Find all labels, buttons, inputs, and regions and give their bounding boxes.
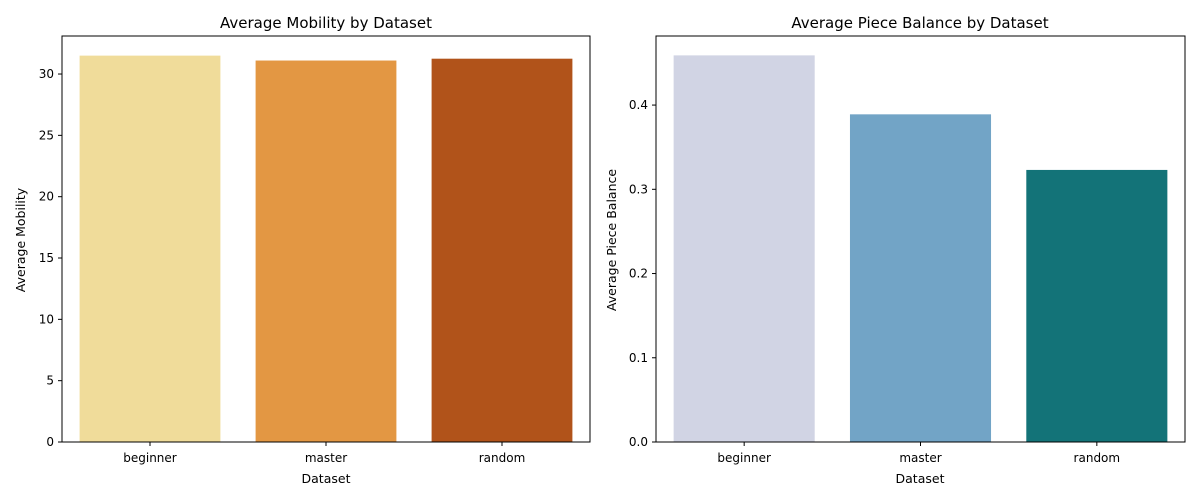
chart-average-mobility: Average Mobility by Dataset Dataset Aver… [13,14,591,486]
bar-master [849,114,992,443]
bar-group [673,55,1168,443]
y-tick-label: 15 [39,251,54,265]
x-tick-label: master [305,451,347,465]
y-tick-label: 25 [39,128,54,142]
y-tick-label: 30 [39,67,54,81]
bar-beginner [673,55,815,442]
tick-group: beginner master random 0.0 0.1 0.2 0.3 0.4 [629,98,1120,465]
chart-title: Average Piece Balance by Dataset [791,14,1048,32]
y-tick-label: 0 [46,435,54,449]
x-tick-label: random [479,451,526,465]
chart-title: Average Mobility by Dataset [220,14,432,32]
x-tick-label: random [1074,451,1121,465]
y-tick-label: 10 [39,312,54,326]
bar-beginner [79,55,221,443]
y-tick-label: 5 [46,374,54,388]
x-tick-label: beginner [123,451,177,465]
tick-group: beginner master random 0 5 10 15 20 25 30 [39,67,526,465]
x-axis-label: Dataset [302,471,351,486]
y-axis-label: Average Mobility [13,187,28,292]
y-tick-label: 20 [39,190,54,204]
y-tick-label: 0.1 [629,351,648,365]
bar-random [431,58,573,443]
bar-master [255,60,397,442]
x-axis-label: Dataset [896,471,945,486]
chart-average-piece-balance: Average Piece Balance by Dataset Dataset… [604,14,1186,486]
y-tick-label: 0.0 [629,435,648,449]
x-tick-label: beginner [717,451,771,465]
plot-frame [655,35,1186,443]
y-tick-label: 0.3 [629,182,648,196]
x-tick-label: master [899,451,941,465]
y-axis-label: Average Piece Balance [604,169,619,311]
y-tick-label: 0.2 [629,267,648,281]
plot-frame [61,35,591,443]
y-tick-label: 0.4 [629,98,648,112]
bar-group [79,55,573,443]
bar-random [1026,169,1168,443]
